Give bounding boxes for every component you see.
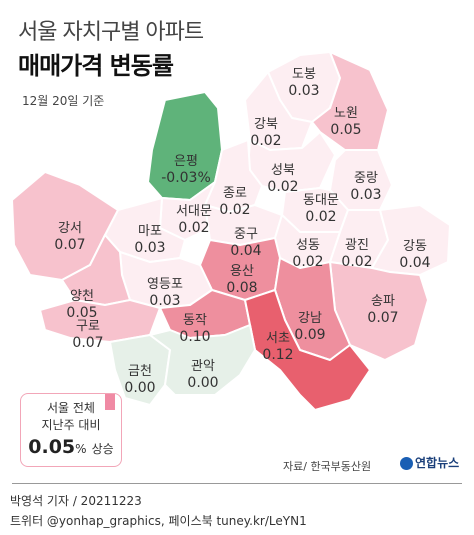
district-name-label: 도봉 [292, 67, 316, 82]
district-value-label: 0.02 [267, 179, 298, 195]
yonhap-logo: 연합뉴스 [400, 454, 459, 471]
district-value-label: 0.12 [262, 347, 293, 363]
district-name-label: 노원 [334, 106, 358, 121]
district-value-label: 0.00 [124, 380, 155, 396]
district-value-label: 0.09 [294, 327, 325, 343]
district-name-label: 동작 [183, 313, 207, 328]
district-name-label: 종로 [223, 186, 247, 201]
district-value-label: 0.02 [292, 254, 323, 270]
district-value-label: 0.07 [72, 335, 103, 351]
yonhap-logo-icon [400, 457, 413, 470]
logo-text: 연합뉴스 [415, 456, 460, 470]
district-name-label: 성동 [296, 238, 320, 253]
district-value-label: 0.02 [178, 220, 209, 236]
district-name-label: 중구 [234, 227, 258, 242]
district-value-label: 0.03 [149, 293, 180, 309]
district-value-label: -0.03% [161, 170, 211, 186]
district-value-label: 0.02 [305, 209, 336, 225]
district-name-label: 양천 [70, 289, 94, 304]
district-seocho [244, 289, 371, 411]
district-name-label: 영등포 [147, 277, 183, 292]
credit-line: 박영석 기자 / 20211223 [10, 494, 142, 508]
district-name-label: 강북 [254, 117, 278, 132]
district-name-label: 은평 [174, 154, 198, 169]
summary-unit: % [75, 442, 87, 456]
district-gwanak [149, 324, 256, 396]
district-value-label: 0.02 [341, 254, 372, 270]
source-label: 자료/ 한국부동산원 [283, 460, 372, 473]
district-value-label: 0.10 [179, 329, 210, 345]
district-name-label: 동대문 [303, 193, 339, 208]
footer-divider [12, 483, 462, 484]
district-value-label: 0.03 [134, 240, 165, 256]
district-name-label: 서초 [266, 331, 290, 346]
district-name-label: 강동 [403, 239, 427, 254]
district-value-label: 0.02 [250, 133, 281, 149]
summary-value: 0.05 [28, 436, 76, 458]
district-value-label: 0.02 [219, 202, 250, 218]
summary-line2: 지난주 대비 [41, 418, 101, 432]
district-value-label: 0.05 [66, 305, 97, 321]
district-nowon [311, 51, 389, 151]
district-value-label: 0.08 [226, 280, 257, 296]
district-name-label: 서대문 [176, 204, 212, 219]
summary-suffix: 상승 [91, 442, 114, 456]
district-value-label: 0.05 [330, 122, 361, 138]
district-value-label: 0.04 [399, 255, 430, 271]
district-name-label: 강서 [58, 221, 82, 236]
district-name-label: 중랑 [354, 171, 378, 186]
summary-box: 서울 전체 지난주 대비 0.05% 상승 [20, 393, 122, 467]
title-line2: 매매가격 변동률 [18, 52, 174, 80]
district-guro [39, 299, 161, 343]
district-value-label: 0.03 [350, 187, 381, 203]
district-name-label: 송파 [371, 294, 395, 309]
district-name-label: 성북 [271, 163, 295, 178]
district-name-label: 구로 [76, 319, 100, 334]
social-line: 트위터 @yonhap_graphics, 페이스북 tuney.kr/LeYN… [10, 514, 307, 528]
summary-line1: 서울 전체 [47, 401, 95, 415]
district-name-label: 강남 [298, 311, 322, 326]
date-label: 12월 20일 기준 [22, 94, 105, 108]
district-value-label: 0.07 [54, 237, 85, 253]
district-value-label: 0.00 [187, 375, 218, 391]
district-name-label: 마포 [138, 224, 162, 239]
district-value-label: 0.04 [230, 243, 261, 259]
district-name-label: 금천 [128, 364, 152, 379]
title-line1: 서울 자치구별 아파트 [18, 20, 204, 45]
district-name-label: 관악 [191, 359, 215, 374]
district-name-label: 용산 [230, 264, 254, 279]
district-name-label: 광진 [345, 238, 369, 253]
district-value-label: 0.07 [367, 310, 398, 326]
district-value-label: 0.03 [288, 83, 319, 99]
bookmark-icon [105, 394, 115, 410]
